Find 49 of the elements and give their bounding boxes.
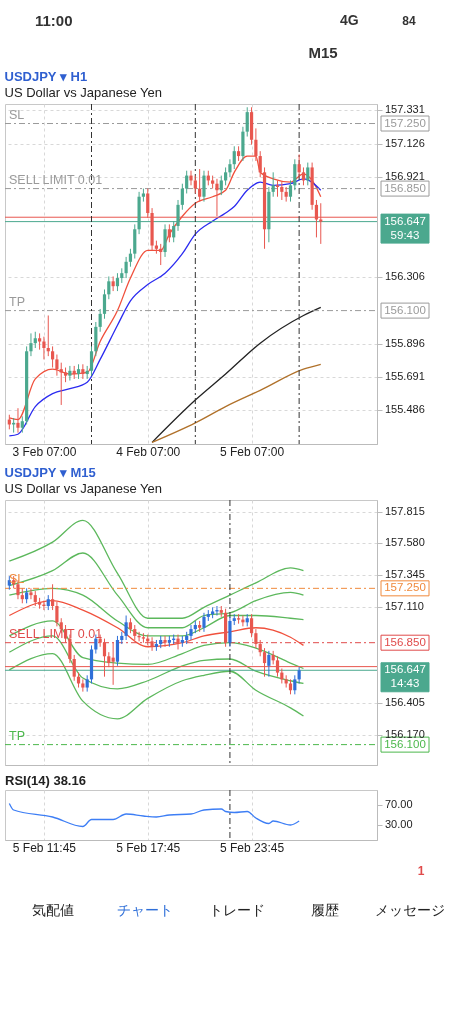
chart-title: RSI(14) 38.16 xyxy=(5,772,86,788)
chart-subtitle: US Dollar vs Japanese Yen xyxy=(4,480,163,496)
y-tick-label: 156.921 xyxy=(385,170,425,183)
ref-line-label: 156.100 xyxy=(384,303,426,316)
chart-subtitle: US Dollar vs Japanese Yen xyxy=(4,84,163,100)
y-tick-label: 70.00 xyxy=(385,798,413,810)
x-tick-label: 5 Feb 11:45 xyxy=(12,840,77,855)
ref-line-label: 157.250 xyxy=(384,581,426,594)
y-tick-label: 157.126 xyxy=(385,136,425,149)
y-tick-label: 156.306 xyxy=(385,270,425,283)
annotation: TP xyxy=(9,294,25,309)
chart-title: USDJPY ▾ H1 xyxy=(4,68,88,84)
ref-line-label: 156.850 xyxy=(384,635,426,648)
annotation: SELL LIMIT 0.01 xyxy=(9,172,103,187)
y-tick-label: 155.896 xyxy=(385,336,425,349)
x-tick-label: 5 Feb 23:45 xyxy=(220,840,285,855)
y-tick-label: 157.331 xyxy=(385,103,425,116)
annotation: TP xyxy=(9,728,25,743)
text: M15 xyxy=(308,44,338,61)
ref-line-label: 156.647 xyxy=(384,663,426,676)
text: 14:43 xyxy=(390,677,420,690)
y-tick-label: 156.405 xyxy=(385,696,425,709)
text: 59:43 xyxy=(390,228,420,241)
text: チャート xyxy=(117,902,173,918)
x-tick-label: 4 Feb 07:00 xyxy=(116,444,181,459)
x-tick-label: 3 Feb 07:00 xyxy=(12,444,77,459)
text: 履歴 xyxy=(311,902,339,918)
y-tick-label: 157.110 xyxy=(385,600,424,613)
text: 84 xyxy=(402,14,416,28)
text: トレード xyxy=(209,902,265,918)
x-tick-label: 5 Feb 17:45 xyxy=(116,840,181,855)
ref-line-label: 156.647 xyxy=(384,214,426,227)
chart-title: USDJPY ▾ M15 xyxy=(4,464,96,480)
text: 1 xyxy=(417,864,425,878)
y-tick-label: 157.580 xyxy=(385,536,425,549)
text: メッセージ xyxy=(375,902,445,918)
x-tick-label: 5 Feb 07:00 xyxy=(220,444,285,459)
ref-line-label: 156.850 xyxy=(384,181,426,194)
annotation: SL xyxy=(9,107,25,122)
y-tick-label: 157.815 xyxy=(385,504,425,517)
text: 気配値 xyxy=(32,902,74,918)
y-tick-label: 155.486 xyxy=(385,403,425,416)
ref-line-label: 156.100 xyxy=(384,737,426,750)
y-tick-label: 155.691 xyxy=(385,370,425,383)
text: 4G xyxy=(340,12,359,28)
y-tick-label: 157.345 xyxy=(385,568,425,581)
y-tick-label: 30.00 xyxy=(385,818,413,830)
ref-line-label: 157.250 xyxy=(384,116,426,129)
text: 11:00 xyxy=(35,12,73,29)
